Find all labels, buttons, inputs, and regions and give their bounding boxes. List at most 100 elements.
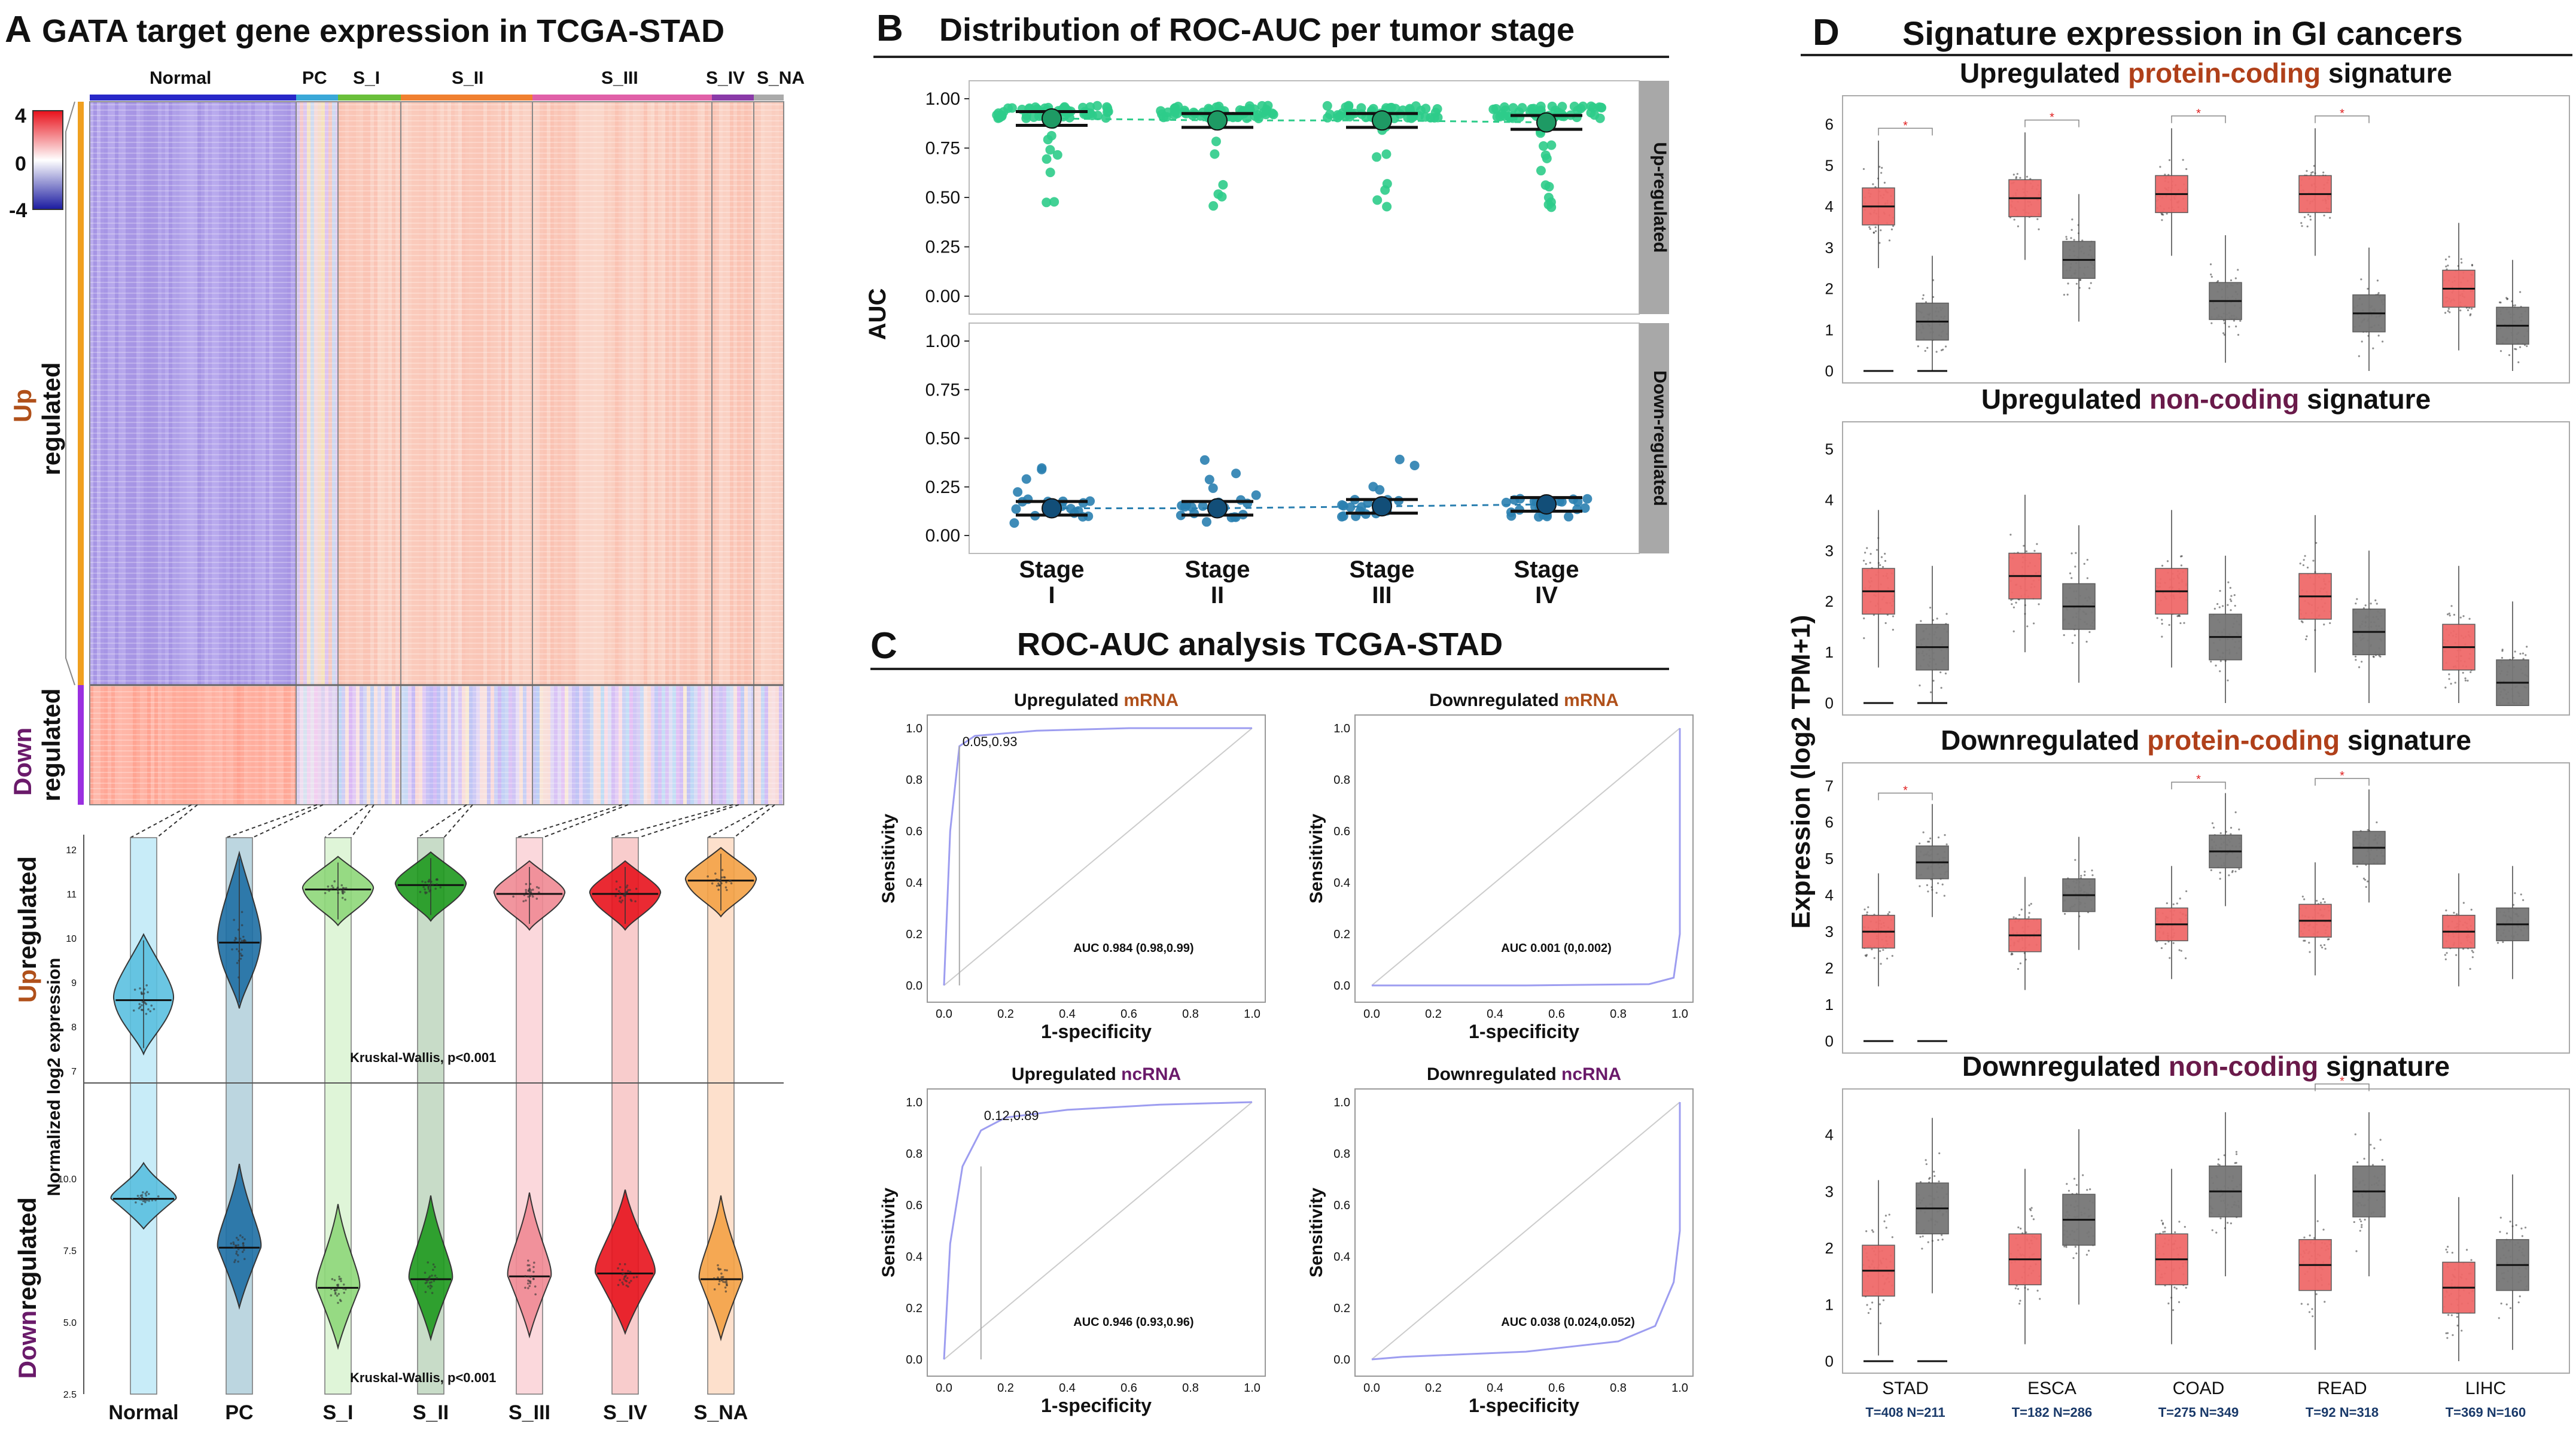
box-point [2179, 555, 2182, 558]
box-frame [1842, 95, 2570, 384]
violin-point [625, 892, 628, 894]
box-point [1937, 1239, 1939, 1242]
violin-point [725, 1282, 728, 1285]
auc-point [1345, 502, 1356, 512]
connector-line [417, 804, 467, 838]
heatmap-stripe-up [291, 102, 294, 685]
box-point [2356, 1161, 2359, 1164]
violin-point [237, 929, 240, 931]
roc-ytick: 0.4 [906, 877, 922, 890]
violin-point [141, 1009, 144, 1011]
group-bar-sna [754, 95, 784, 101]
box-point [2444, 954, 2446, 956]
box-point [1932, 296, 1935, 299]
roc-cutoff-label: 0.05,0.93 [963, 734, 1018, 749]
box-title-t3: signature [2299, 384, 2431, 415]
violin-down-S_IV [594, 1189, 656, 1335]
roc-xlabel: 1-specificity [1469, 1395, 1579, 1416]
box-point [2073, 239, 2075, 241]
box-point [1940, 687, 1942, 689]
row-label-down-rest: regulated [37, 688, 65, 801]
box-point [2082, 1174, 2084, 1176]
violin-point [434, 887, 437, 890]
group-bar-normal [90, 95, 296, 101]
sig-star: * [2340, 107, 2344, 120]
heatmap-stripe-up [690, 102, 694, 685]
heatmap-stripe-down [680, 685, 683, 805]
box-point [2307, 1303, 2309, 1306]
heatmap-stripe-down [751, 685, 754, 805]
violin-label-up-colored: Up [13, 969, 41, 1003]
heatmap-stripe-down [179, 685, 183, 805]
box-point [2499, 1216, 2502, 1219]
roc-ytick: 0.6 [906, 1199, 922, 1212]
box-point [1881, 166, 1883, 169]
violin-point [337, 892, 340, 894]
heatmap-stripe-down [412, 685, 415, 805]
violin-point [724, 1290, 727, 1293]
auc-point [1210, 149, 1220, 159]
roc-ytick: 0.4 [906, 1251, 922, 1264]
box-point [2376, 603, 2378, 605]
heatmap-stripe-down [757, 685, 761, 805]
heatmap-stripe-down [640, 685, 644, 805]
box-point [1892, 225, 1895, 227]
box-point [1867, 906, 1869, 908]
heatmap-stripe-up [133, 102, 136, 685]
auc-point [1199, 455, 1210, 465]
violin-point [428, 878, 431, 881]
box-point [2300, 620, 2303, 622]
box-point [2234, 604, 2236, 607]
heatmap-stripe-up [547, 102, 550, 685]
box-point [2465, 1249, 2468, 1251]
box-ytick: 4 [1825, 886, 1834, 904]
box-point [1936, 882, 1939, 884]
box-point [2238, 868, 2240, 871]
violin-point [525, 889, 528, 892]
auc-mean-line [1051, 117, 1547, 124]
box-point [2464, 679, 2467, 681]
box-point [1929, 1177, 1931, 1179]
heatmap-stripe-up [219, 102, 223, 685]
violin-up-ytick: 7 [71, 1067, 77, 1077]
box-point [1921, 1248, 1923, 1250]
box-ytick: 2 [1825, 959, 1834, 977]
auc-point [1568, 494, 1578, 504]
violin-point [138, 1003, 141, 1005]
violin-point [427, 1261, 430, 1264]
violin-point [625, 1284, 628, 1287]
heatmap-stripe-down [530, 685, 532, 805]
violin-down-S_II [408, 1195, 453, 1341]
box-point [2156, 617, 2158, 619]
box-point [2161, 564, 2164, 567]
box-point [2185, 168, 2188, 171]
violin-point [619, 1279, 622, 1282]
violin-point [629, 889, 631, 892]
box-point [1919, 1180, 1922, 1183]
heatmap-stripe-down [473, 685, 476, 805]
box-title-t1: Upregulated [1960, 57, 2128, 89]
heatmap-stripe-down [658, 685, 662, 805]
box-point [2327, 938, 2329, 941]
box-point [2519, 653, 2522, 655]
heatmap-stripe-up [307, 102, 310, 685]
heatmap-stripe-up [433, 102, 437, 685]
heatmap-stripe-down [465, 685, 469, 805]
heatmap-stripe-down [273, 685, 276, 805]
group-bar-s4 [712, 95, 754, 101]
auc-point [1564, 512, 1574, 522]
box-point [2445, 1332, 2447, 1334]
violin-point [528, 1269, 531, 1272]
violin-point [531, 895, 534, 898]
box-point [2027, 916, 2030, 918]
violin-point [145, 1199, 148, 1201]
auc-ytick: 0.75 [925, 380, 960, 400]
box-point [2499, 350, 2502, 352]
auc-mean-marker [1042, 108, 1062, 129]
box-title-t2: protein-coding [2128, 57, 2321, 89]
box-point [1945, 613, 1948, 615]
heatmap-stripe-down [547, 685, 550, 805]
box-point [2355, 603, 2357, 605]
box-point [2515, 1224, 2517, 1227]
auc-point [1045, 168, 1055, 178]
